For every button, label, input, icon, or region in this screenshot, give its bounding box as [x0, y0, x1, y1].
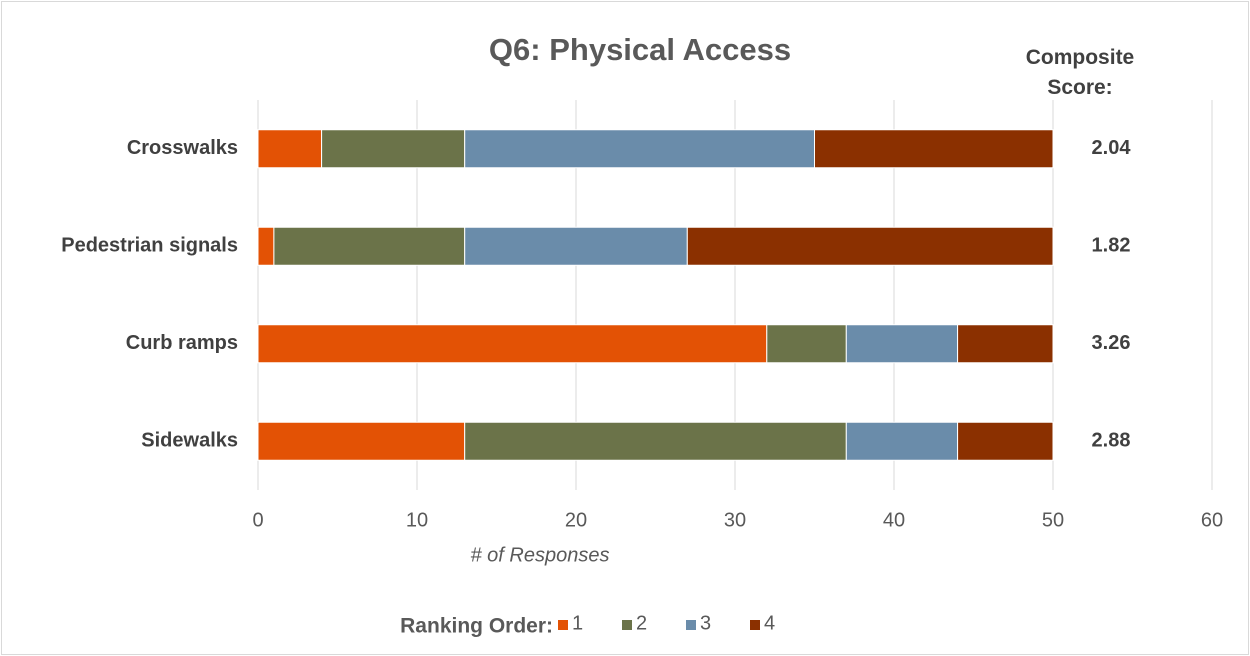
x-tick-label: 0: [252, 509, 263, 531]
legend-label: 2: [636, 612, 647, 634]
composite-score: 2.04: [1092, 137, 1132, 159]
legend-label: 1: [572, 612, 583, 634]
bar-segment: [464, 421, 847, 461]
bar-segment: [257, 226, 275, 266]
bar-segment: [273, 226, 466, 266]
x-tick-label: 50: [1042, 509, 1064, 531]
legend-label: 4: [764, 612, 775, 634]
bar-segment: [845, 421, 959, 461]
x-tick-label: 60: [1201, 509, 1223, 531]
bar-segment: [464, 226, 688, 266]
composite-label: Composite Score:: [1025, 46, 1135, 99]
legend-swatch: [750, 620, 760, 630]
bar-segment: [257, 324, 768, 364]
bar-segment: [257, 421, 466, 461]
bar-segment: [464, 129, 815, 169]
y-tick-label: Sidewalks: [141, 430, 238, 452]
x-tick-label: 10: [406, 509, 428, 531]
y-tick-label: Curb ramps: [126, 332, 238, 354]
x-tick-label: 30: [724, 509, 746, 531]
bar-segment: [321, 129, 466, 169]
composite-score: 1.82: [1092, 235, 1131, 257]
bar-segment: [766, 324, 847, 364]
y-tick-label: Pedestrian signals: [61, 235, 238, 257]
composite-score: 3.26: [1092, 332, 1131, 354]
bar-segment: [814, 129, 1054, 169]
x-axis-title: # of Responses: [471, 544, 610, 566]
legend-swatch: [558, 620, 568, 630]
bar-segment: [957, 324, 1054, 364]
bar-segment: [257, 129, 323, 169]
legend-swatch: [622, 620, 632, 630]
composite-score: 2.88: [1092, 430, 1131, 452]
legend-swatch: [686, 620, 696, 630]
chart-title: Q6: Physical Access: [489, 32, 791, 67]
x-tick-label: 20: [565, 509, 587, 531]
x-tick-label: 40: [883, 509, 905, 531]
y-tick-label: Crosswalks: [127, 137, 238, 159]
legend-title: Ranking Order:: [400, 615, 553, 638]
bar-segment: [686, 226, 1054, 266]
legend-label: 3: [700, 612, 711, 634]
bar-segment: [845, 324, 959, 364]
bar-segment: [957, 421, 1054, 461]
